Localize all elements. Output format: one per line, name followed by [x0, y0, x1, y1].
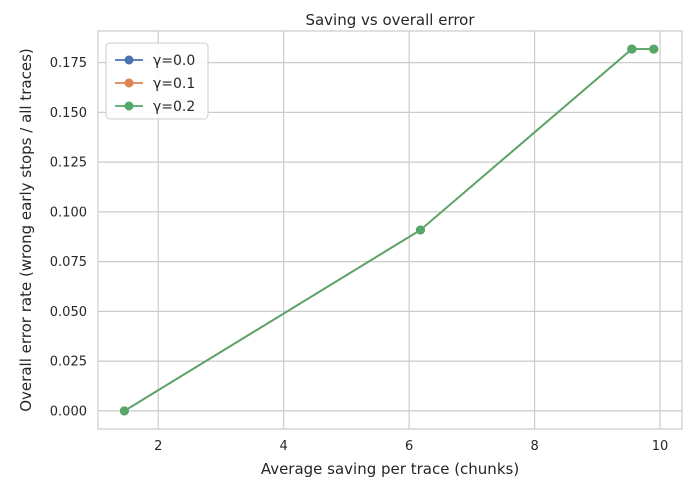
grid [98, 31, 682, 429]
plot-frame [97, 30, 683, 430]
legend-marker [124, 55, 134, 65]
series-line [123, 48, 654, 412]
x-tick-label: 8 [530, 439, 538, 454]
y-tick-label: 0.125 [50, 156, 87, 171]
legend-label: γ=0.2 [153, 99, 195, 115]
data-point [627, 44, 637, 54]
data-point [415, 225, 425, 235]
y-tick-label: 0.000 [50, 404, 87, 419]
y-tick-label: 0.025 [50, 355, 87, 370]
legend-marker [124, 101, 134, 111]
legend: γ=0.0 γ=0.1 γ=0.2 [105, 42, 209, 120]
x-axis-label: Average saving per trace (chunks) [261, 460, 519, 478]
chart-title: Saving vs overall error [305, 11, 475, 29]
y-tick-label: 0.150 [50, 106, 87, 121]
data-point [649, 44, 659, 54]
x-tick-label: 2 [154, 439, 162, 454]
legend-marker [124, 78, 134, 88]
legend-label: γ=0.1 [153, 76, 195, 92]
legend-label: γ=0.0 [153, 53, 195, 69]
y-tick-label: 0.075 [50, 255, 87, 270]
x-tick-label: 10 [652, 439, 669, 454]
y-axis-label: Overall error rate (wrong early stops / … [17, 48, 35, 412]
data-point [119, 406, 129, 416]
y-tick-label: 0.050 [50, 305, 87, 320]
series [119, 44, 659, 416]
y-tick-label: 0.100 [50, 205, 87, 220]
x-tick-label: 4 [280, 439, 288, 454]
tick-labels: 2 4 6 8 10 0.000 0.025 0.050 0.075 0.100 0.125 0.15… [50, 56, 669, 454]
y-tick-label: 0.175 [50, 56, 87, 71]
x-tick-label: 6 [405, 439, 413, 454]
